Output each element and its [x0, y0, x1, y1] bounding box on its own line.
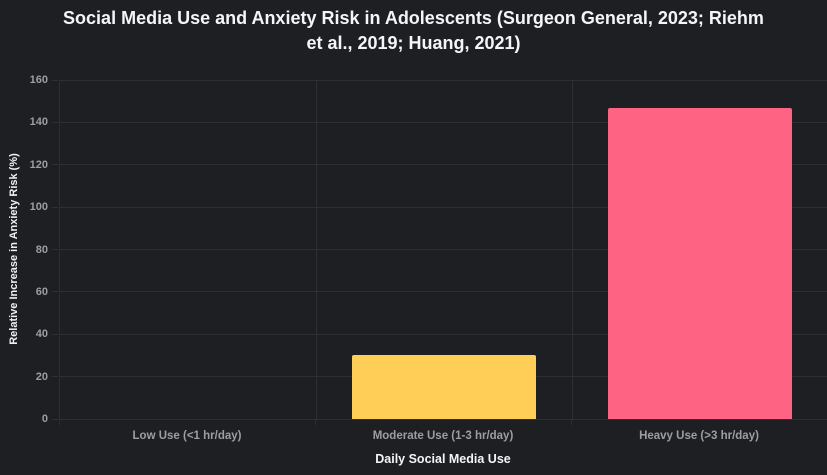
y-tick-label-60: 60 — [35, 285, 48, 298]
gridline-y-100 — [60, 206, 827, 208]
y-tick-label-40: 40 — [35, 328, 48, 341]
plot-area — [59, 79, 827, 420]
gridline-y-140 — [60, 121, 827, 123]
y-tick-label-20: 20 — [35, 370, 48, 383]
y-tick-mark-80 — [52, 249, 58, 250]
y-tick-mark-120 — [52, 164, 58, 166]
x-tick-label-low-use-1-hr-day: Low Use (<1 hr/day) — [132, 430, 242, 442]
gridline-y-60 — [60, 291, 827, 293]
y-tick-label-100: 100 — [29, 201, 48, 214]
x-tick-mark-0 — [58, 419, 60, 425]
bar-heavy-use-3-hr-day — [607, 107, 793, 419]
gridline-y-40 — [60, 333, 827, 335]
chart-title-line-1: Social Media Use and Anxiety Risk in Ado… — [63, 8, 764, 28]
gridline-y-80 — [60, 249, 827, 250]
bar-moderate-use-1-3-hr-day — [351, 355, 537, 419]
y-tick-mark-60 — [52, 291, 58, 293]
gridline-x-boundary-2 — [571, 80, 573, 419]
y-tick-mark-0 — [52, 418, 58, 420]
chart-title-line-2: et al., 2019; Huang, 2021) — [306, 33, 521, 53]
y-tick-label-120: 120 — [29, 158, 48, 171]
gridline-x-boundary-1 — [315, 80, 317, 419]
chart-title: Social Media Use and Anxiety Risk in Ado… — [0, 6, 827, 56]
x-axis-title: Daily Social Media Use — [375, 452, 511, 466]
y-tick-mark-140 — [52, 121, 58, 123]
y-tick-label-160: 160 — [29, 74, 48, 86]
y-tick-mark-40 — [52, 333, 58, 335]
y-tick-mark-160 — [52, 79, 58, 81]
x-tick-mark-1 — [314, 419, 316, 425]
y-tick-label-80: 80 — [35, 243, 48, 256]
y-tick-mark-20 — [52, 376, 58, 378]
y-tick-label-140: 140 — [29, 116, 48, 129]
gridline-y-0 — [60, 418, 827, 420]
gridline-y-120 — [60, 164, 827, 166]
x-tick-label-heavy-use-3-hr-day: Heavy Use (>3 hr/day) — [639, 430, 759, 442]
gridline-y-160 — [60, 79, 827, 81]
y-tick-mark-100 — [52, 206, 58, 208]
x-tick-label-moderate-use-1-3-hr-day: Moderate Use (1-3 hr/day) — [372, 430, 514, 442]
x-tick-mark-2 — [570, 419, 572, 425]
y-tick-label-0: 0 — [41, 413, 48, 425]
